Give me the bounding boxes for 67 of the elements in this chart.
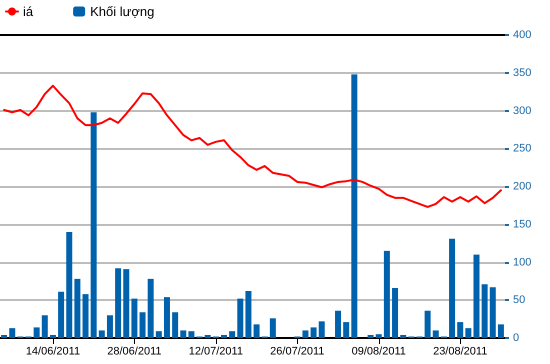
bar bbox=[82, 294, 89, 338]
x-tick-label: 09/08/2011 bbox=[352, 346, 406, 358]
x-tick-label: 12/07/2011 bbox=[188, 346, 243, 358]
bar bbox=[98, 330, 105, 338]
bar bbox=[302, 330, 308, 338]
bar bbox=[384, 250, 390, 338]
bar bbox=[42, 315, 48, 338]
bar bbox=[156, 331, 162, 338]
bar bbox=[74, 278, 80, 338]
bar bbox=[172, 312, 178, 338]
bar bbox=[473, 254, 480, 338]
bar bbox=[457, 322, 464, 338]
bar bbox=[148, 278, 154, 338]
bar bbox=[140, 312, 146, 338]
y-tick-label: 200 bbox=[513, 180, 532, 192]
y-tick-label: 250 bbox=[513, 142, 532, 155]
x-tick-label: 23/08/2011 bbox=[433, 346, 488, 358]
bar bbox=[106, 315, 113, 338]
bar bbox=[400, 334, 406, 338]
x-tick-label: 28/06/2011 bbox=[107, 346, 162, 358]
bar bbox=[376, 334, 382, 338]
x-tick-label: 14/06/2011 bbox=[26, 346, 80, 358]
bar bbox=[318, 321, 325, 338]
bar bbox=[368, 334, 374, 338]
bar bbox=[58, 292, 64, 338]
bar bbox=[188, 331, 194, 338]
legend-label: Khối lượng bbox=[90, 4, 154, 19]
bar bbox=[335, 310, 342, 338]
bar bbox=[237, 298, 244, 338]
bar bbox=[245, 291, 252, 338]
bar bbox=[490, 287, 496, 338]
bar bbox=[351, 74, 358, 338]
bar bbox=[66, 232, 72, 338]
bar bbox=[220, 334, 227, 338]
bar bbox=[343, 322, 350, 338]
bar bbox=[254, 324, 260, 338]
legend-label: iá bbox=[23, 4, 34, 19]
bar bbox=[164, 297, 170, 338]
bar bbox=[498, 324, 504, 338]
bar bbox=[310, 327, 317, 338]
bar bbox=[50, 334, 56, 338]
bar bbox=[449, 238, 456, 338]
y-tick-label: 400 bbox=[513, 29, 532, 41]
bar bbox=[34, 327, 40, 338]
x-tick-label: 26/07/2011 bbox=[270, 346, 324, 358]
bar bbox=[115, 268, 122, 338]
y-tick-label: 300 bbox=[513, 104, 532, 117]
bar bbox=[131, 298, 138, 338]
bar bbox=[204, 334, 211, 338]
bar bbox=[482, 284, 488, 338]
bar bbox=[392, 288, 398, 338]
bar bbox=[465, 328, 472, 338]
y-tick-label: 350 bbox=[513, 66, 532, 79]
y-tick-label: 100 bbox=[513, 256, 532, 268]
bar bbox=[9, 328, 16, 338]
y-tick-label: 50 bbox=[513, 294, 526, 306]
y-tick-label: 150 bbox=[513, 218, 532, 230]
bar bbox=[270, 318, 276, 338]
bar bbox=[90, 112, 97, 338]
bar bbox=[424, 310, 431, 338]
bar bbox=[1, 334, 8, 338]
bar bbox=[229, 331, 236, 338]
y-tick-label: 0 bbox=[513, 332, 520, 344]
line-series bbox=[3, 84, 502, 208]
bar bbox=[180, 330, 186, 338]
bar bbox=[123, 269, 130, 338]
bar bbox=[432, 330, 439, 338]
